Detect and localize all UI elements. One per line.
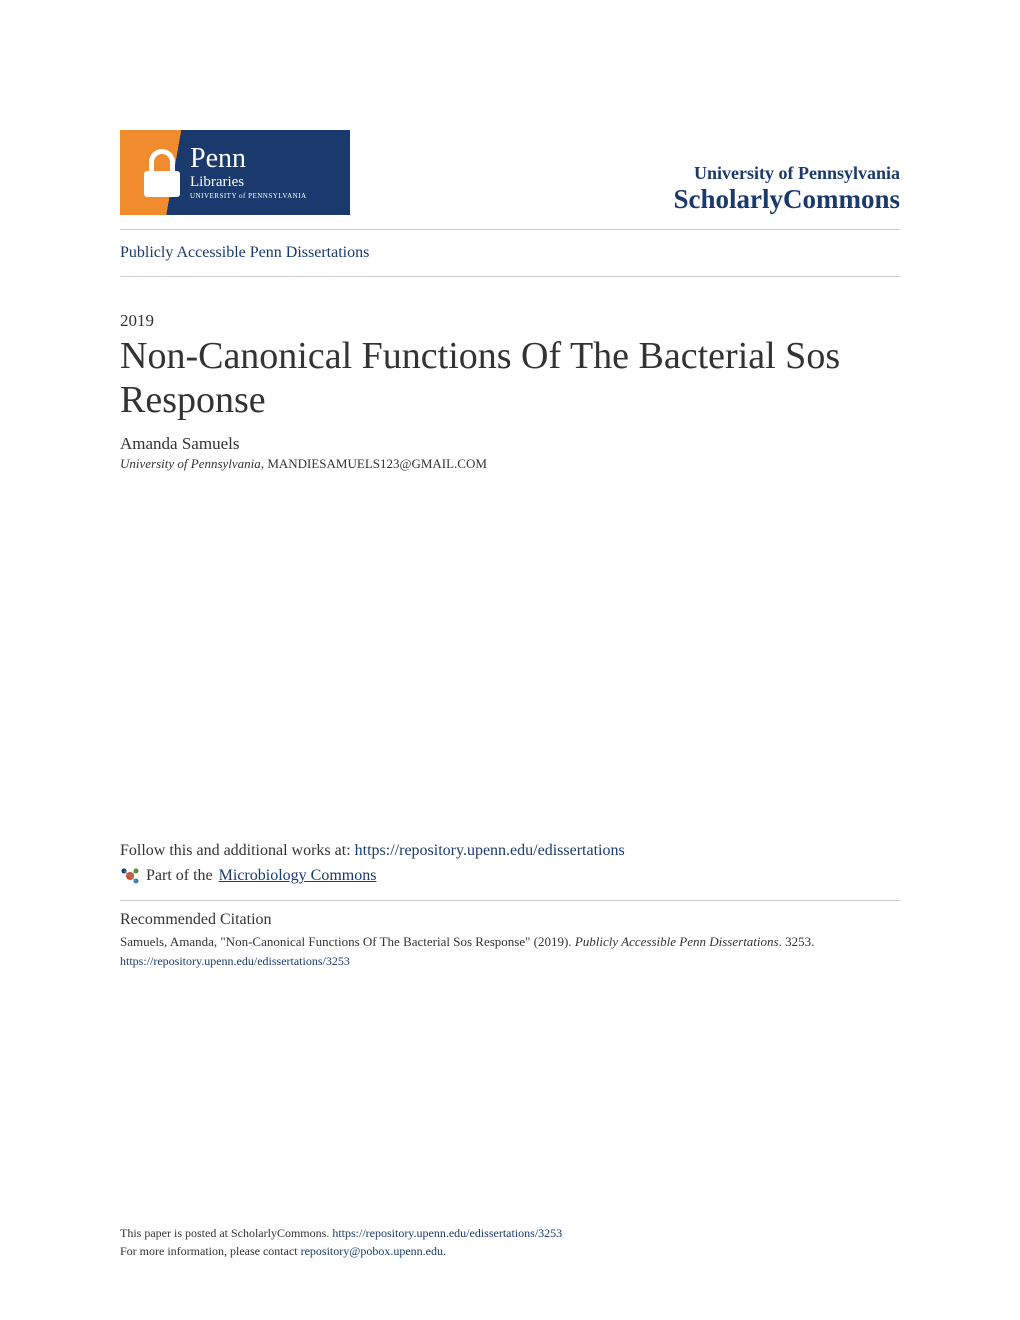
- citation-suffix: . 3253.: [779, 934, 815, 949]
- citation-url[interactable]: https://repository.upenn.edu/edissertati…: [120, 954, 900, 969]
- divider: [120, 276, 900, 277]
- part-of-prefix: Part of the: [146, 867, 213, 885]
- footer-line1-prefix: This paper is posted at ScholarlyCommons…: [120, 1226, 332, 1240]
- document-author: Amanda Samuels: [120, 434, 900, 454]
- follow-text: Follow this and additional works at: htt…: [120, 842, 900, 860]
- logo-university-text: UNIVERSITY of PENNSYLVANIA: [190, 192, 307, 200]
- footer: This paper is posted at ScholarlyCommons…: [120, 1224, 900, 1260]
- citation-text: Samuels, Amanda, "Non-Canonical Function…: [120, 933, 900, 951]
- open-access-lock-icon: [144, 149, 180, 197]
- repository-link[interactable]: https://repository.upenn.edu/edissertati…: [355, 842, 625, 859]
- links-section: Follow this and additional works at: htt…: [120, 842, 900, 968]
- footer-line2-prefix: For more information, please contact: [120, 1244, 301, 1258]
- institution-name: University of Pennsylvania: [673, 163, 900, 184]
- affiliation-email: MANDIESAMUELS123@GMAIL.COM: [267, 456, 487, 471]
- affiliation-name: University of Pennsylvania: [120, 456, 261, 471]
- citation-section: Recommended Citation Samuels, Amanda, "N…: [120, 901, 900, 968]
- institution-block[interactable]: University of Pennsylvania ScholarlyComm…: [673, 163, 900, 215]
- logo-penn-text: Penn: [190, 145, 307, 173]
- header: Penn Libraries UNIVERSITY of PENNSYLVANI…: [120, 130, 900, 215]
- part-of-row: Part of the Microbiology Commons: [120, 866, 900, 886]
- document-year: 2019: [120, 311, 900, 331]
- citation-heading: Recommended Citation: [120, 911, 900, 929]
- logo-libraries-text: Libraries: [190, 175, 307, 190]
- follow-prefix: Follow this and additional works at:: [120, 842, 355, 859]
- document-title: Non-Canonical Functions Of The Bacterial…: [120, 335, 900, 422]
- document-affiliation: University of Pennsylvania, MANDIESAMUEL…: [120, 456, 900, 472]
- network-icon: [120, 866, 140, 886]
- footer-repo-link[interactable]: https://repository.upenn.edu/edissertati…: [332, 1226, 562, 1240]
- institution-sub: ScholarlyCommons: [673, 184, 900, 215]
- penn-libraries-logo[interactable]: Penn Libraries UNIVERSITY of PENNSYLVANI…: [120, 130, 350, 215]
- breadcrumb: Publicly Accessible Penn Dissertations: [120, 230, 900, 276]
- footer-line2-suffix: .: [443, 1244, 446, 1258]
- commons-link[interactable]: Microbiology Commons: [219, 867, 377, 885]
- breadcrumb-link[interactable]: Publicly Accessible Penn Dissertations: [120, 244, 369, 261]
- footer-line-2: For more information, please contact rep…: [120, 1242, 900, 1260]
- footer-line-1: This paper is posted at ScholarlyCommons…: [120, 1224, 900, 1242]
- citation-prefix: Samuels, Amanda, "Non-Canonical Function…: [120, 934, 575, 949]
- citation-italic: Publicly Accessible Penn Dissertations: [575, 934, 779, 949]
- logo-text: Penn Libraries UNIVERSITY of PENNSYLVANI…: [190, 145, 307, 200]
- footer-contact-link[interactable]: repository@pobox.upenn.edu: [301, 1244, 443, 1258]
